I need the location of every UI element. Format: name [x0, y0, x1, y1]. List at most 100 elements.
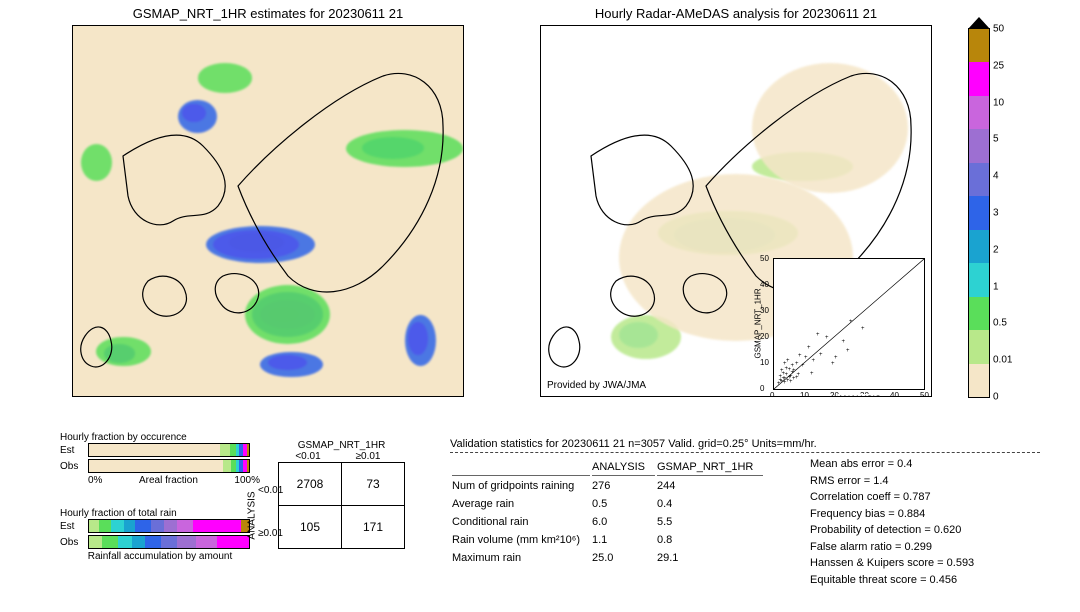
scatter-point: +	[810, 373, 813, 376]
colorbar-arrow	[968, 17, 990, 29]
table-cell: 6.0	[592, 514, 655, 530]
y-tick: 45°N	[72, 75, 73, 86]
scatter-point: +	[779, 380, 782, 383]
stacked-bar	[88, 535, 250, 549]
bar-segment	[223, 460, 231, 472]
scatter-point: +	[831, 363, 834, 366]
scatter-point: +	[825, 337, 828, 340]
y-tick: 30°N	[540, 281, 541, 292]
bar-segment	[164, 520, 177, 532]
table-cell: Num of gridpoints raining	[452, 478, 590, 494]
scatter-point: +	[842, 341, 845, 344]
bar-label: Obs	[60, 461, 88, 472]
bar-label: Obs	[60, 537, 88, 548]
metric-line: Equitable threat score = 0.456	[810, 572, 974, 589]
scatter-point: +	[819, 354, 822, 357]
right-map-title: Hourly Radar-AMeDAS analysis for 2023061…	[540, 6, 932, 21]
x-tick: 140°E	[799, 396, 826, 397]
bar-segment	[124, 520, 135, 532]
matrix-cell: 2708	[279, 463, 342, 506]
metrics-list: Mean abs error = 0.4RMS error = 1.4Corre…	[810, 456, 974, 588]
bar-segment	[111, 520, 124, 532]
table-cell: 29.1	[657, 550, 763, 566]
contingency-matrix: 270873 105171	[278, 462, 405, 549]
table-header: GSMAP_NRT_1HR	[657, 459, 763, 476]
validation-title: Validation statistics for 20230611 21 n=…	[450, 438, 1040, 453]
table-row: Rain volume (mm km²10⁶)1.10.8	[452, 532, 763, 548]
table-header	[452, 459, 590, 476]
metric-line: Mean abs error = 0.4	[810, 456, 974, 473]
colorbar-segment	[969, 62, 989, 95]
matrix-col-title: GSMAP_NRT_1HR	[278, 440, 405, 451]
y-tick: 25°N	[72, 349, 73, 360]
x-tick: 135°E	[740, 396, 767, 397]
bar-segment	[145, 536, 161, 548]
bar-label: Est	[60, 445, 88, 456]
table-row: Average rain0.50.4	[452, 496, 763, 512]
scatter-point: +	[807, 347, 810, 350]
colorbar-segment	[969, 263, 989, 296]
scatter-inset: ++++++++++++++++++++++++++++++++++++++++…	[773, 258, 925, 390]
scatter-point: +	[791, 365, 794, 368]
bar-segment	[99, 520, 112, 532]
colorbar-segment	[969, 330, 989, 363]
colorbar-tick: 4	[993, 171, 999, 182]
bar-segment	[135, 520, 151, 532]
scatter-point: +	[816, 334, 819, 337]
scatter-point: +	[798, 355, 801, 358]
bar-segment	[132, 536, 145, 548]
bar-segment	[89, 444, 220, 456]
left-map-title: GSMAP_NRT_1HR estimates for 20230611 21	[72, 6, 464, 21]
scatter-point: +	[801, 365, 804, 368]
metric-line: RMS error = 1.4	[810, 473, 974, 490]
colorbar-segment	[969, 29, 989, 62]
bar-row: Obs	[60, 535, 260, 549]
bar-row: Est	[60, 443, 260, 457]
matrix-cell: 171	[342, 506, 405, 549]
table-cell: 0.4	[657, 496, 763, 512]
scatter-ytick: 10	[760, 358, 769, 367]
scatter-xtick: 40	[890, 391, 899, 397]
occ-title: Hourly fraction by occurence	[60, 432, 260, 443]
rain-blob	[206, 226, 315, 263]
scatter-xtick: 50	[920, 391, 929, 397]
rain-blob	[405, 315, 436, 367]
tot-footer: Rainfall accumulation by amount	[60, 551, 260, 562]
table-row: Maximum rain25.029.1	[452, 550, 763, 566]
table-row: Conditional rain6.05.5	[452, 514, 763, 530]
table-row: Num of gridpoints raining276244	[452, 478, 763, 494]
rain-blob	[260, 352, 322, 378]
scatter-point: +	[789, 381, 792, 384]
scatter-ylabel: GSMAP_NRT_1HR	[754, 279, 763, 359]
y-tick: 25°N	[540, 349, 541, 360]
y-tick: 35°N	[72, 212, 73, 223]
colorbar-tick: 2	[993, 244, 999, 255]
x-tick: 135°E	[272, 396, 299, 397]
scatter-point: +	[846, 350, 849, 353]
rain-blob	[81, 144, 112, 181]
scatter-point: +	[780, 370, 783, 373]
colorbar-segment	[969, 129, 989, 162]
colorbar: 502510543210.50.010	[968, 28, 990, 398]
scatter-xtick: 10	[800, 391, 809, 397]
table-cell: 0.5	[592, 496, 655, 512]
colorbar-segment	[969, 163, 989, 196]
left-map: 25°N30°N35°N40°N45°N120°E125°E130°E135°E…	[72, 25, 464, 397]
bar-segment	[161, 536, 177, 548]
map-credit: Provided by JWA/JMA	[545, 379, 648, 392]
table-cell: Conditional rain	[452, 514, 590, 530]
scatter-ytick: 0	[760, 384, 764, 393]
table-cell: 244	[657, 478, 763, 494]
scatter-point: +	[788, 369, 791, 372]
matrix-row0: <0.01	[258, 485, 283, 496]
matrix-row-title: ANALYSIS	[247, 491, 258, 539]
rain-blob	[245, 285, 331, 344]
occ-xr: 100%	[234, 475, 260, 486]
bar-row: Obs	[60, 459, 260, 473]
table-cell: Rain volume (mm km²10⁶)	[452, 532, 590, 548]
x-tick: 145°E	[858, 396, 885, 397]
rain-blob	[198, 63, 253, 93]
colorbar-tick: 3	[993, 208, 999, 219]
scatter-point: +	[804, 357, 807, 360]
validation-table: ANALYSISGSMAP_NRT_1HRNum of gridpoints r…	[450, 457, 765, 568]
